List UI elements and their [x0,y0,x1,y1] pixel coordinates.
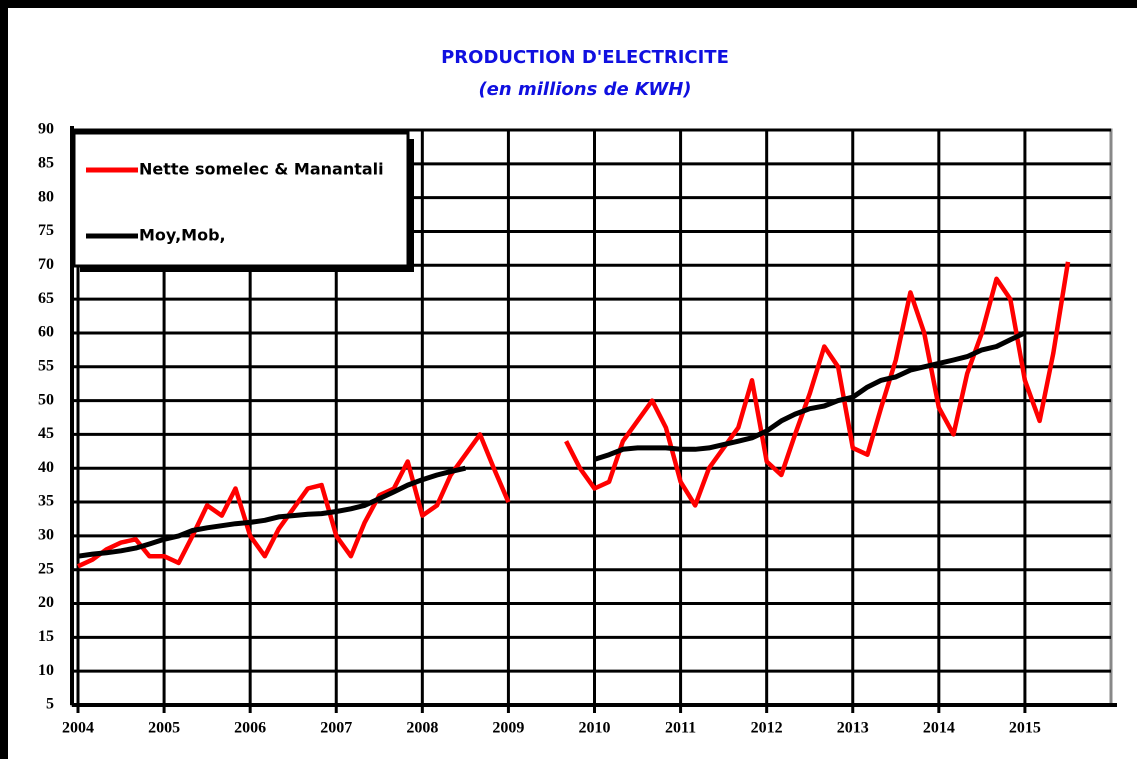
legend-label: Moy,Mob, [139,226,226,245]
x-tick-label: 2009 [492,720,524,737]
y-tick-label: 55 [38,357,54,374]
y-tick-label: 10 [38,662,54,679]
x-tick-label: 2015 [1009,720,1041,737]
y-tick-label: 50 [38,391,54,408]
y-tick-label: 75 [38,222,54,239]
x-tick-label: 2010 [579,720,611,737]
legend: Nette somelec & Manantali Moy,Mob, [72,131,414,272]
y-tick-label: 15 [38,628,54,645]
y-tick-label: 20 [38,594,54,611]
y-tick-label: 60 [38,324,54,341]
chart-subtitle: (en millions de KWH) [478,79,691,100]
x-tick-label: 2007 [320,720,352,737]
x-tick-label: 2006 [234,720,266,737]
y-tick-label: 30 [38,527,54,544]
x-tick-label: 2014 [923,720,955,737]
y-tick-label: 25 [38,560,54,577]
x-tick-label: 2005 [148,720,180,737]
legend-box [72,131,410,268]
x-tick-label: 2013 [837,720,869,737]
x-tick-label: 2012 [751,720,783,737]
y-tick-label: 40 [38,459,54,476]
x-tick-label: 2004 [62,720,94,737]
lines [77,261,1071,569]
y-tick-label: 5 [46,696,54,713]
line-series [77,330,1026,559]
chart-title: PRODUCTION D'ELECTRICITE [441,47,729,68]
x-tick-label: 2008 [406,720,438,737]
grid: 5 10 15 20 25 30 35 40 45 50 55 60 65 70 75 80 85 90 2004 2… [38,121,1117,737]
x-tick-label: 2011 [665,720,696,737]
line-series [77,261,1071,569]
y-tick-label: 80 [38,188,54,205]
y-tick-label: 90 [38,121,54,138]
y-tick-label: 35 [38,493,54,510]
y-tick-label: 45 [38,425,54,442]
y-tick-label: 85 [38,154,54,171]
y-tick-label: 65 [38,290,54,307]
y-tick-label: 70 [38,256,54,273]
legend-label: Nette somelec & Manantali [139,160,384,179]
